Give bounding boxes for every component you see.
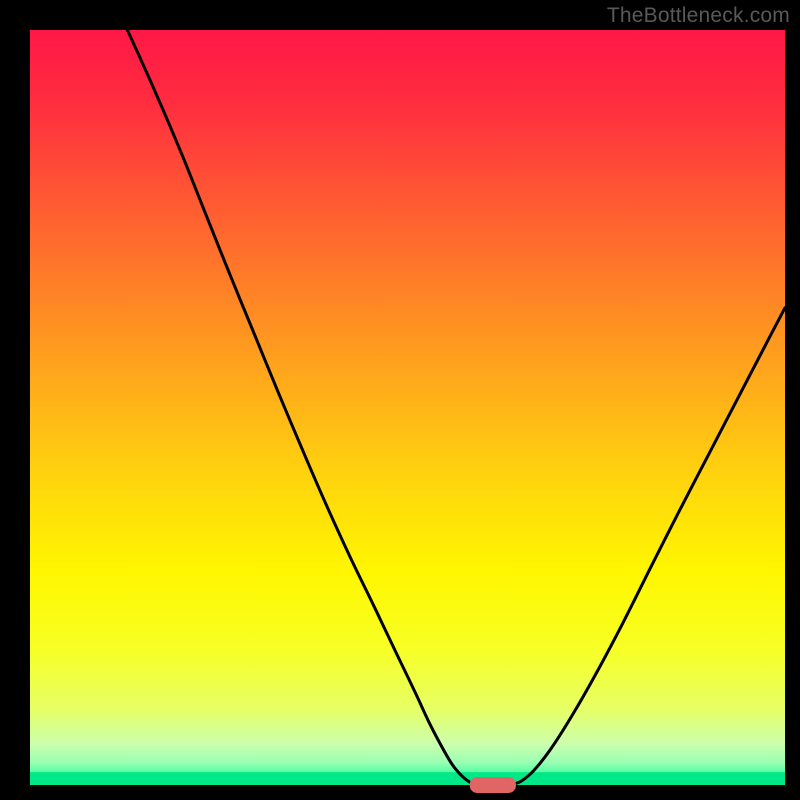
plot-background (30, 30, 785, 785)
optimal-marker (470, 778, 515, 793)
optimal-zone-band (30, 772, 785, 785)
chart-container: TheBottleneck.com (0, 0, 800, 800)
watermark-text: TheBottleneck.com (607, 4, 790, 28)
bottleneck-chart (0, 0, 800, 800)
